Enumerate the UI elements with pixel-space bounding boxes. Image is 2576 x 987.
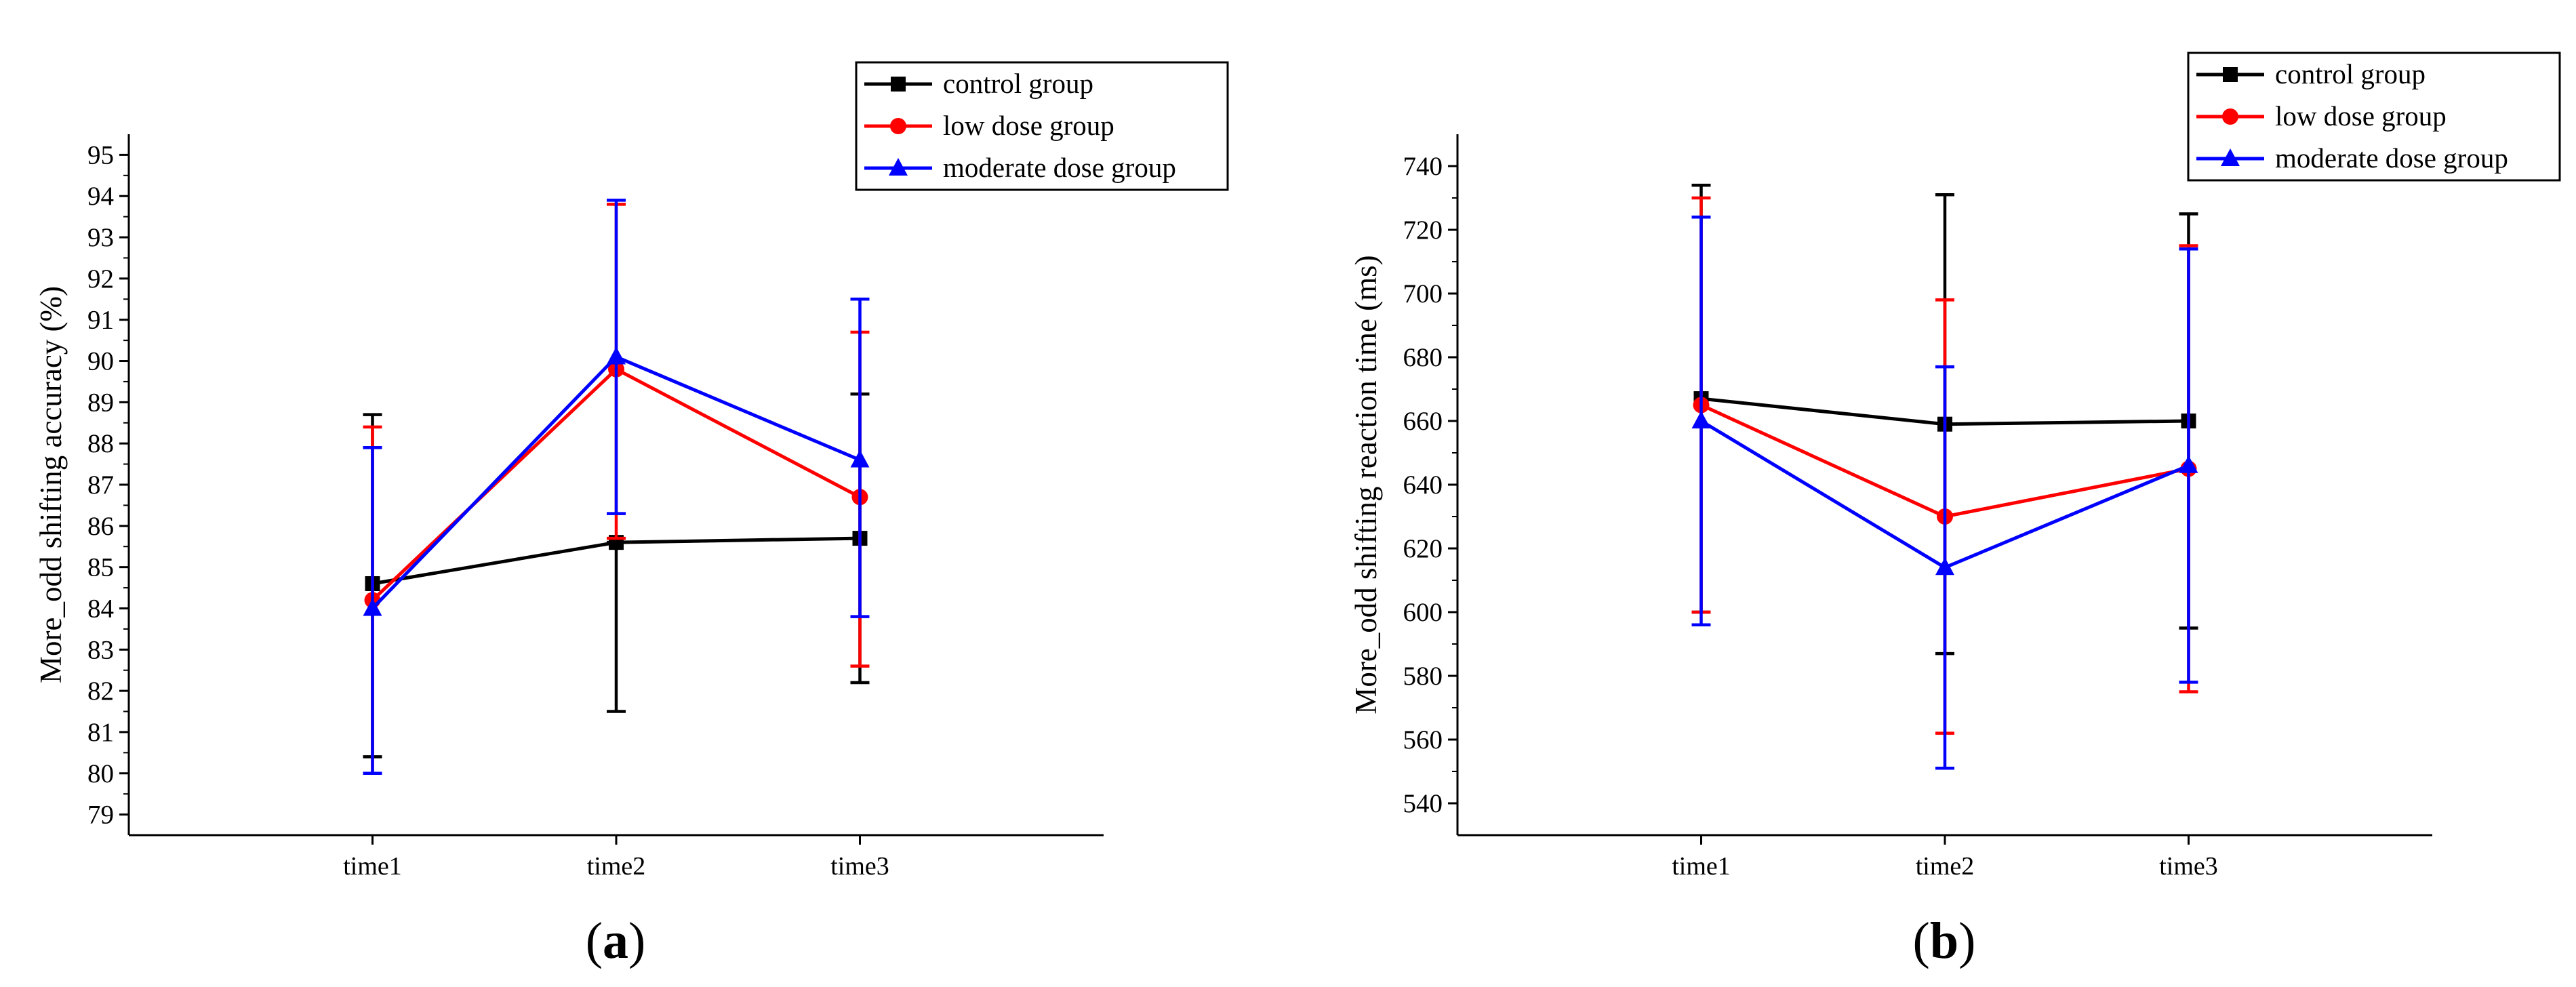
y-tick-label: 540 bbox=[1403, 789, 1443, 818]
legend-marker bbox=[2223, 67, 2238, 82]
panel-label: (b) bbox=[1913, 912, 1976, 969]
y-tick-label: 620 bbox=[1403, 534, 1443, 563]
y-tick-label: 92 bbox=[87, 264, 114, 294]
x-tick-label: time1 bbox=[343, 852, 402, 881]
panel-label: (a) bbox=[586, 912, 646, 969]
y-tick-label: 88 bbox=[87, 429, 114, 458]
y-tick-label: 83 bbox=[87, 635, 114, 664]
y-tick-label: 84 bbox=[87, 594, 114, 623]
legend-label: low dose group bbox=[943, 110, 1114, 141]
chart-a: 79 80 81 82 83 84 85 86 87 88 89 90 91 92 93 94 95 time1 t… bbox=[34, 61, 1229, 969]
y-tick-label: 91 bbox=[87, 306, 114, 335]
legend-marker bbox=[2222, 108, 2238, 125]
legend-label: control group bbox=[943, 68, 1093, 99]
y-tick-label: 82 bbox=[87, 677, 114, 706]
y-tick-label: 90 bbox=[87, 347, 114, 376]
y-tick-label: 700 bbox=[1403, 279, 1443, 308]
y-tick-label: 720 bbox=[1403, 216, 1443, 245]
legend-marker bbox=[889, 158, 908, 176]
y-tick-label: 79 bbox=[87, 801, 114, 830]
legend-label: moderate dose group bbox=[2275, 142, 2508, 174]
y-tick-label: 89 bbox=[87, 388, 114, 417]
data-point bbox=[363, 598, 382, 616]
y-tick-label: 640 bbox=[1403, 470, 1443, 500]
legend-marker bbox=[890, 118, 906, 134]
y-tick-label: 680 bbox=[1403, 343, 1443, 372]
legend-marker bbox=[2221, 148, 2240, 166]
x-tick-label: time3 bbox=[2159, 852, 2218, 881]
y-tick-label: 560 bbox=[1403, 725, 1443, 754]
x-tick-label: time1 bbox=[1672, 852, 1731, 881]
x-tick-label: time3 bbox=[830, 852, 889, 881]
y-tick-label: 660 bbox=[1403, 407, 1443, 436]
legend: control group low dose group moderate dose… bbox=[2187, 52, 2561, 182]
data-point bbox=[1935, 557, 1954, 576]
y-tick-label: 80 bbox=[87, 759, 114, 788]
x-tick-label: time2 bbox=[587, 852, 646, 881]
y-tick-label: 95 bbox=[87, 140, 114, 169]
y-axis-title: More_odd shifting accuracy (%) bbox=[34, 286, 68, 683]
y-tick-label: 87 bbox=[87, 470, 114, 500]
legend-label: moderate dose group bbox=[943, 152, 1176, 183]
y-tick-label: 600 bbox=[1403, 598, 1443, 627]
y-axis-title: More_odd shifting reaction time (ms) bbox=[1349, 255, 1383, 714]
series-moderate-dose-group bbox=[1691, 215, 2198, 770]
data-point bbox=[850, 449, 870, 468]
legend: control group low dose group moderate dose… bbox=[855, 61, 1229, 191]
data-point bbox=[1691, 411, 1711, 428]
y-tick-label: 740 bbox=[1403, 152, 1443, 181]
legend-label: low dose group bbox=[2275, 100, 2447, 132]
y-tick-label: 93 bbox=[87, 223, 114, 252]
chart-b: 540 560 580 600 620 640 660 680 700 720 740 time1 ti… bbox=[1349, 52, 2561, 969]
series-moderate-dose-group bbox=[363, 199, 870, 776]
data-point bbox=[2179, 455, 2198, 473]
x-tick-label: time2 bbox=[1916, 852, 1975, 881]
y-tick-label: 81 bbox=[87, 718, 114, 747]
y-tick-label: 86 bbox=[87, 512, 114, 541]
legend-marker bbox=[891, 77, 906, 92]
y-tick-label: 94 bbox=[87, 182, 114, 211]
y-tick-label: 580 bbox=[1403, 662, 1443, 691]
data-point bbox=[607, 346, 626, 365]
legend-label: control group bbox=[2275, 58, 2426, 89]
y-tick-label: 85 bbox=[87, 553, 114, 582]
